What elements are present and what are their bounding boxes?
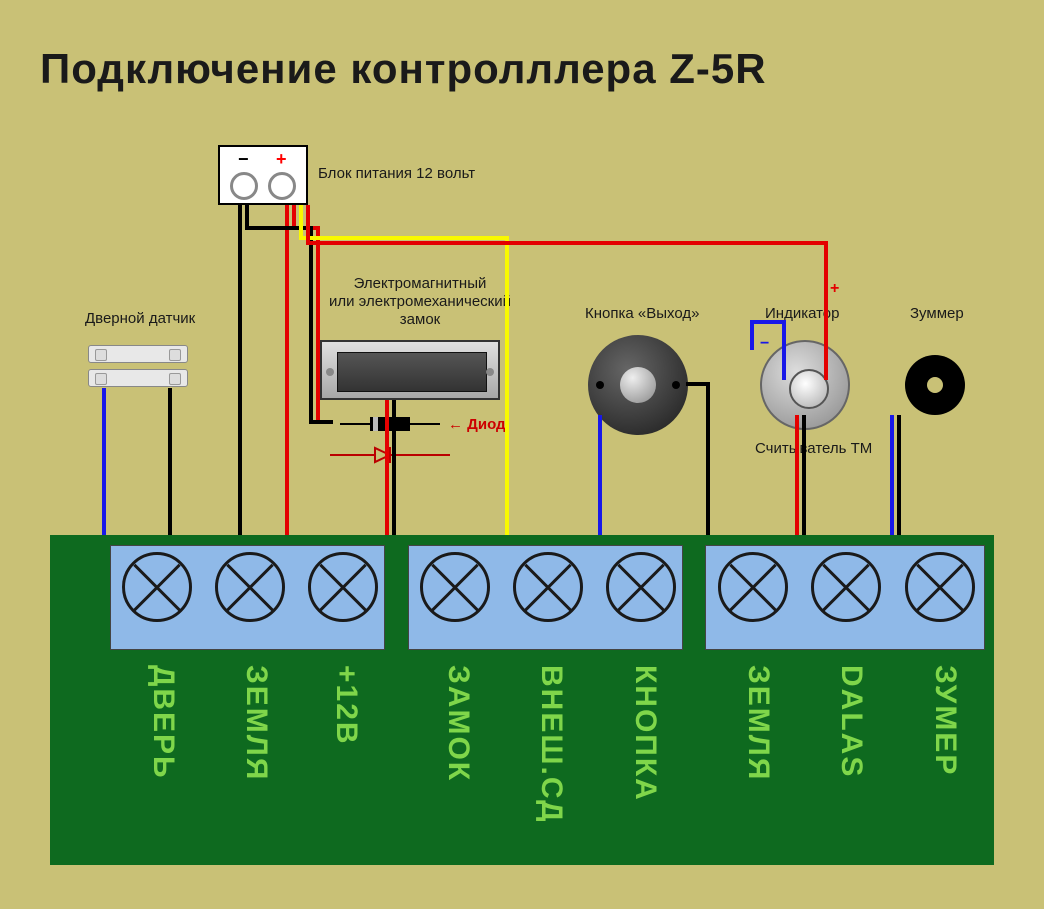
psu-plus-icon: + xyxy=(276,149,287,170)
lock-label-1: Электромагнитный xyxy=(330,275,510,292)
exit-button-label: Кнопка «Выход» xyxy=(585,305,699,322)
lock xyxy=(320,340,500,400)
indicator-plus: + xyxy=(830,280,839,298)
wire-6-seg-0 xyxy=(385,400,389,545)
diode xyxy=(340,417,440,431)
pin-label-3: +12В xyxy=(329,665,363,746)
door-sensor xyxy=(88,345,188,390)
wire-8-seg-0 xyxy=(299,205,303,240)
wire-8-seg-2 xyxy=(505,236,509,545)
wire-11-seg-0 xyxy=(782,320,786,380)
wire-2-seg-0 xyxy=(238,205,242,545)
wire-7-seg-0 xyxy=(392,400,396,545)
wire-12-seg-2 xyxy=(824,241,828,340)
pin-label-2: ЗЕМЛЯ xyxy=(239,665,273,781)
pin-label-6: КНОПКА xyxy=(628,665,662,802)
power-supply: − + xyxy=(218,145,308,205)
diode-symbol-icon xyxy=(330,445,450,465)
buzzer-label: Зуммер xyxy=(910,305,964,322)
terminal-screw-4 xyxy=(420,552,490,622)
lock-label-3: замок xyxy=(330,311,510,328)
diode-label: ← Диод xyxy=(448,416,506,433)
wire-5-seg-3 xyxy=(309,420,333,424)
wire-1-seg-0 xyxy=(168,388,172,545)
pin-label-1: ДВЕРЬ xyxy=(146,665,180,780)
psu-label: Блок питания 12 вольт xyxy=(318,165,475,182)
tm-reader-label: Считыватель ТМ xyxy=(755,440,872,457)
wire-10-seg-1 xyxy=(706,382,710,545)
terminal-screw-6 xyxy=(606,552,676,622)
terminal-screw-5 xyxy=(513,552,583,622)
wire-4-seg-2 xyxy=(316,226,320,424)
exit-button xyxy=(588,335,688,435)
terminal-screw-8 xyxy=(811,552,881,622)
wire-15-seg-0 xyxy=(890,415,894,545)
terminal-screw-9 xyxy=(905,552,975,622)
terminal-screw-1 xyxy=(122,552,192,622)
wire-12-seg-3 xyxy=(824,340,828,380)
pin-label-8: DALAS xyxy=(834,665,868,778)
terminal-screw-2 xyxy=(215,552,285,622)
door-sensor-label: Дверной датчик xyxy=(85,310,195,327)
wire-11-seg-1 xyxy=(750,320,786,324)
indicator-minus: − xyxy=(760,335,769,353)
diagram-title: Подключение контролллера Z-5R xyxy=(40,45,767,93)
wire-0-seg-0 xyxy=(102,388,106,545)
wire-16-seg-0 xyxy=(897,415,901,545)
wire-12-seg-1 xyxy=(306,241,828,245)
terminal-screw-3 xyxy=(308,552,378,622)
lock-label-2: или электромеханический xyxy=(320,293,520,310)
wire-14-seg-0 xyxy=(802,415,806,545)
wire-11-seg-2 xyxy=(750,320,754,350)
psu-minus-icon: − xyxy=(238,149,249,170)
psu-terminal-neg xyxy=(230,172,258,200)
wire-3-seg-0 xyxy=(285,205,289,545)
pcb-board: ДВЕРЬ ЗЕМЛЯ +12В ЗАМОК ВНЕШ.СД КНОПКА ЗЕМЛЯ DAL… xyxy=(50,535,994,865)
wire-8-seg-1 xyxy=(299,236,509,240)
buzzer xyxy=(905,355,965,415)
pin-label-9: ЗУМЕР xyxy=(928,665,962,776)
pin-label-7: ЗЕМЛЯ xyxy=(741,665,775,781)
wire-5-seg-2 xyxy=(309,226,313,424)
pin-label-4: ЗАМОК xyxy=(441,665,475,782)
psu-terminal-pos xyxy=(268,172,296,200)
terminal-screw-7 xyxy=(718,552,788,622)
wire-12-seg-0 xyxy=(306,205,310,245)
wire-9-seg-0 xyxy=(598,415,602,545)
wire-13-seg-0 xyxy=(795,415,799,545)
pin-label-5: ВНЕШ.СД xyxy=(534,665,568,823)
